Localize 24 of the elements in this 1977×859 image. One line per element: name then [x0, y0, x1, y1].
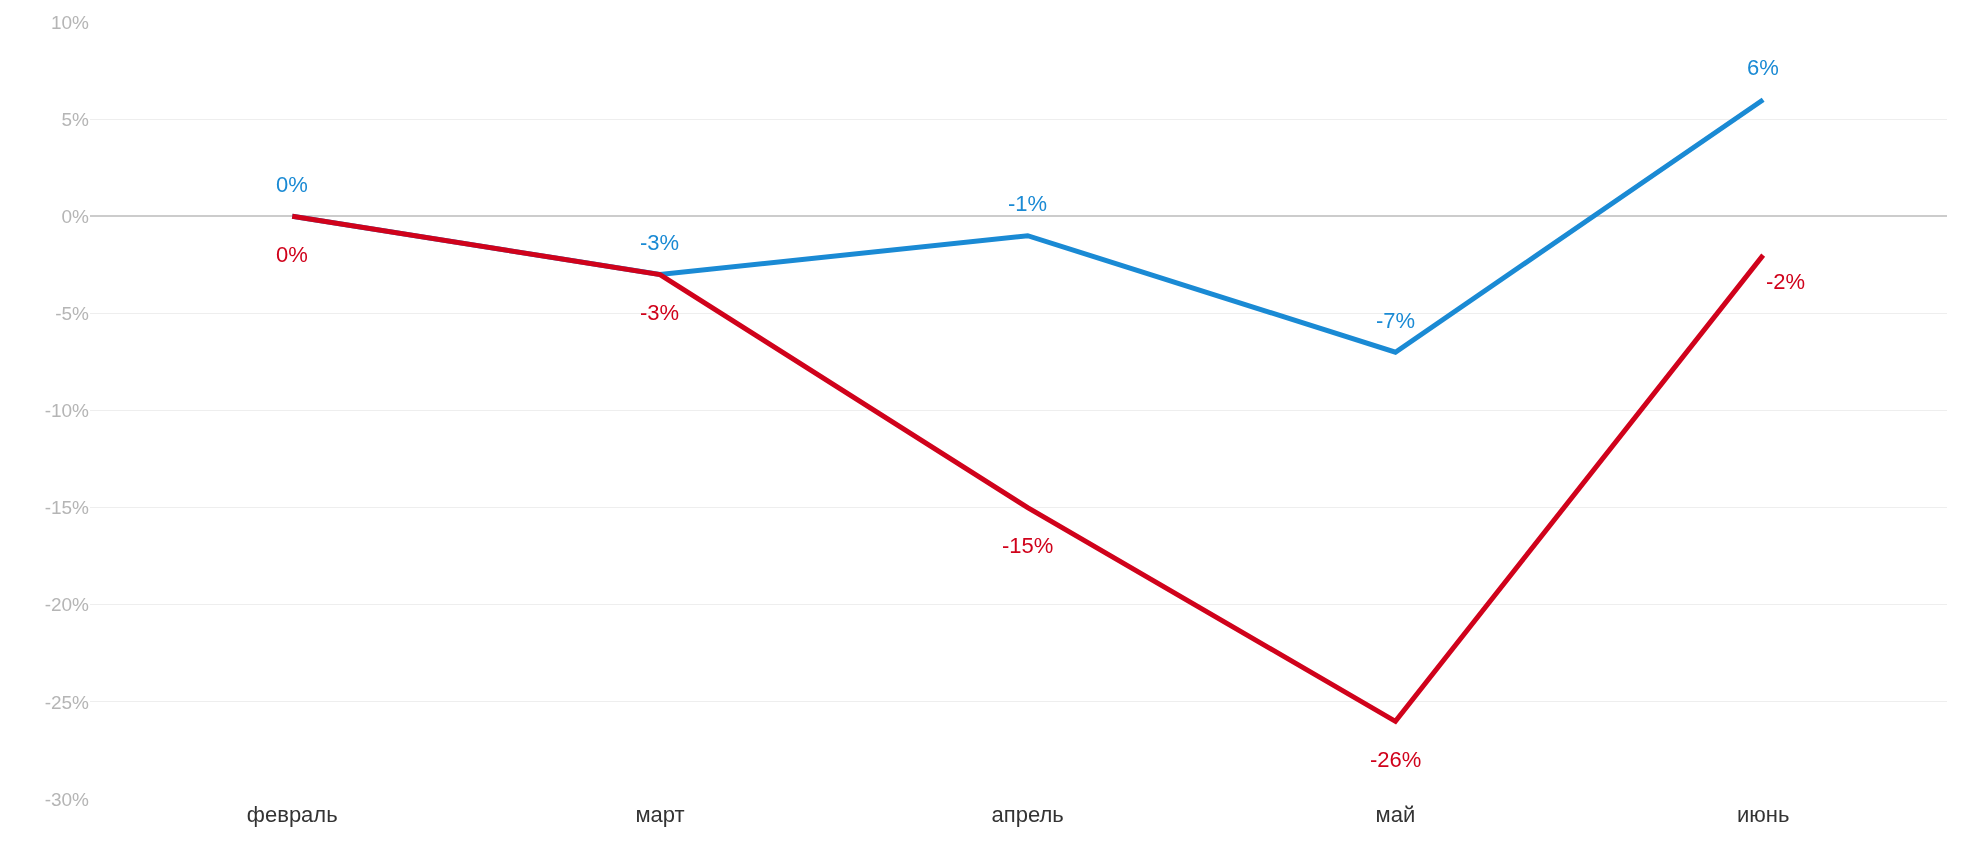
- y-tick-label: -25%: [44, 691, 90, 713]
- data-label: -15%: [1002, 533, 1054, 558]
- y-tick-label: -5%: [55, 303, 90, 325]
- x-tick-label: июнь: [1736, 802, 1790, 827]
- x-tick-label: апрель: [991, 802, 1064, 827]
- data-label: 0%: [276, 242, 308, 267]
- y-tick-label: -20%: [44, 594, 90, 616]
- y-tick-label: -30%: [44, 788, 90, 810]
- data-label: -3%: [640, 300, 680, 325]
- x-tick-label: февраль: [246, 802, 338, 827]
- data-label: 0%: [276, 172, 308, 197]
- data-label: -26%: [1370, 747, 1422, 772]
- data-label: -3%: [640, 230, 680, 255]
- x-tick-label: май: [1375, 802, 1416, 827]
- y-tick-label: 0%: [61, 205, 90, 227]
- y-tick-label: -10%: [44, 400, 90, 422]
- y-tick-label: 10%: [50, 11, 90, 33]
- data-label: -2%: [1766, 269, 1806, 294]
- data-label: -7%: [1376, 308, 1416, 333]
- data-label: 6%: [1747, 55, 1779, 80]
- x-tick-label: март: [635, 802, 685, 827]
- data-label: -1%: [1008, 191, 1048, 216]
- y-tick-label: 5%: [61, 108, 90, 130]
- y-tick-label: -15%: [44, 497, 90, 519]
